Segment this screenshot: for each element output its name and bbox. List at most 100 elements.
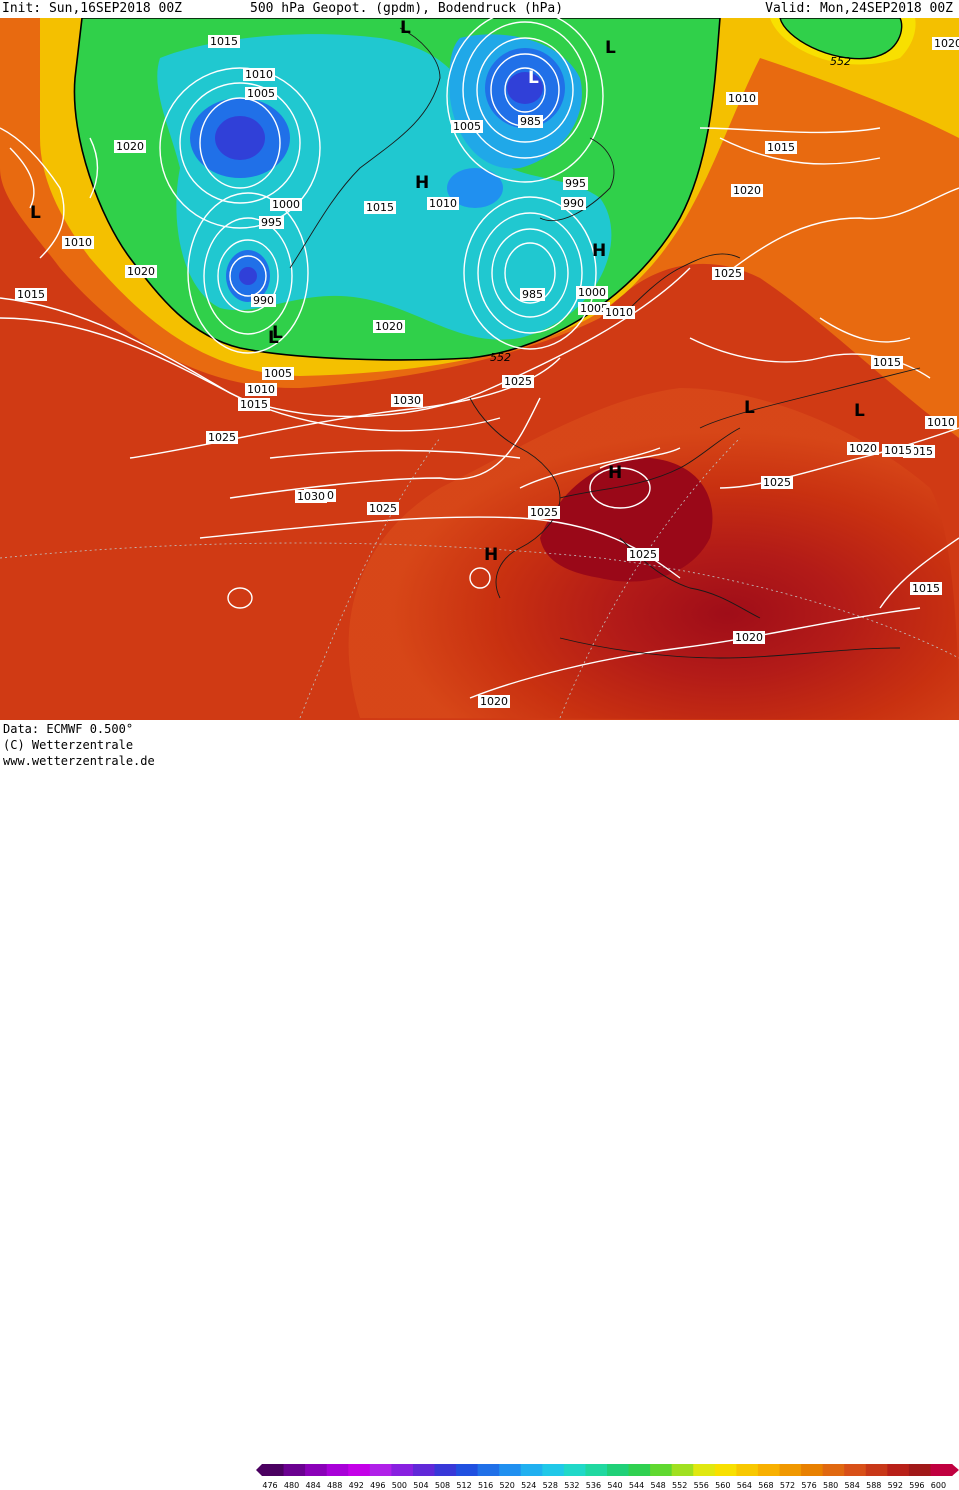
svg-text:1025: 1025: [208, 431, 236, 444]
isobar-label: 985: [520, 288, 545, 301]
colorbar-tick-label: 476: [262, 1481, 277, 1490]
green-ne: [779, 18, 903, 60]
svg-text:1015: 1015: [767, 141, 795, 154]
colorbar-tick-label: 520: [500, 1481, 515, 1490]
svg-text:1010: 1010: [429, 197, 457, 210]
low-pressure-marker: L: [268, 328, 279, 348]
colorbar-swatch: [714, 1464, 737, 1476]
colorbar-swatch: [908, 1464, 931, 1476]
colorbar-tick-label: 580: [823, 1481, 838, 1490]
colorbar-tick-label: 556: [694, 1481, 709, 1490]
colorbar-tick-label: 564: [737, 1481, 752, 1490]
colorbar-tick-label: 600: [931, 1481, 946, 1490]
isobar-label: 1020: [114, 140, 146, 153]
high-pressure-marker: H: [415, 173, 429, 193]
svg-text:985: 985: [520, 115, 541, 128]
colorbar-swatch: [542, 1464, 565, 1476]
high-pressure-marker: H: [592, 241, 606, 261]
isobar-label: 1025: [761, 476, 793, 489]
svg-text:990: 990: [563, 197, 584, 210]
svg-text:995: 995: [261, 216, 282, 229]
colorbar-swatch: [520, 1464, 543, 1476]
svg-text:1025: 1025: [629, 548, 657, 561]
colorbar-tick-label: 584: [845, 1481, 860, 1490]
colorbar-tick-label: 500: [392, 1481, 407, 1490]
isobar-label: 985: [518, 115, 543, 128]
colorbar-swatch: [844, 1464, 867, 1476]
colorbar-swatch: [671, 1464, 694, 1476]
isobar-label: 1020: [733, 631, 765, 644]
colorbar-swatch: [887, 1464, 910, 1476]
color-scale: 476 480 484 488 492 496 500 504 508 512 516 520 524 5…: [256, 1464, 959, 1490]
isobar-label: 1010: [925, 416, 957, 429]
isobar-label: 1015: [765, 141, 797, 154]
isobar-label: 1020: [373, 320, 405, 333]
colorbar-swatch: [283, 1464, 306, 1476]
map-title: 500 hPa Geopot. (gpdm), Bodendruck (hPa): [250, 1, 564, 16]
svg-text:1015: 1015: [366, 201, 394, 214]
low-pressure-marker: L: [605, 38, 616, 58]
colorbar-tick-label: 504: [413, 1481, 428, 1490]
isobar-label: 1025: [367, 502, 399, 515]
isobar-label: 1020: [478, 695, 510, 708]
colorbar-swatch: [412, 1464, 435, 1476]
isobar-label: 1005: [451, 120, 483, 133]
colorbar-swatch: [693, 1464, 716, 1476]
svg-text:1020: 1020: [116, 140, 144, 153]
svg-text:1020: 1020: [375, 320, 403, 333]
blue-core-north-inner: [507, 72, 543, 104]
isobar-label: 1020: [731, 184, 763, 197]
svg-text:990: 990: [253, 294, 274, 307]
low-pressure-marker: L: [744, 398, 755, 418]
colorbar-tick-label: 540: [607, 1481, 622, 1490]
svg-text:1020: 1020: [480, 695, 508, 708]
svg-text:1025: 1025: [504, 375, 532, 388]
colorbar-swatch: [369, 1464, 392, 1476]
isobar-label: 1025: [528, 506, 560, 519]
isobar-label: 1015: [208, 35, 240, 48]
svg-text:1020: 1020: [849, 442, 877, 455]
isobar-label: 1005: [245, 87, 277, 100]
isobar-label: 1020: [932, 37, 959, 50]
colorbar-swatch: [650, 1464, 673, 1476]
coastlines: [289, 27, 921, 659]
svg-text:1000: 1000: [272, 198, 300, 211]
init-time: Init: Sun,16SEP2018 00Z: [2, 1, 183, 16]
colorbar-tick-label: 572: [780, 1481, 795, 1490]
svg-text:1025: 1025: [369, 502, 397, 515]
isobar-label: 1000: [576, 286, 608, 299]
svg-text:995: 995: [565, 177, 586, 190]
isobar-label: 995: [259, 216, 284, 229]
svg-text:1015: 1015: [884, 444, 912, 457]
svg-text:1030: 1030: [297, 490, 325, 503]
copyright: (C) Wetterzentrale: [3, 738, 134, 752]
blue-core-mid: [447, 168, 503, 208]
svg-text:1030: 1030: [393, 394, 421, 407]
colorbar-swatch: [865, 1464, 888, 1476]
isobar-label: 1010: [603, 306, 635, 319]
isobar-label: 1030: [391, 394, 423, 407]
low-pressure-marker: L: [400, 18, 411, 38]
high-pressure-marker: H: [608, 463, 622, 483]
low-pressure-marker: L: [528, 68, 539, 88]
colorbar-tick-label: 480: [284, 1481, 299, 1490]
colorbar-swatch: [262, 1464, 285, 1476]
svg-text:1005: 1005: [580, 302, 608, 315]
colorbar-tick-label: 552: [672, 1481, 687, 1490]
svg-text:1025: 1025: [714, 267, 742, 280]
svg-text:1020: 1020: [934, 37, 959, 50]
colorbar-swatch: [477, 1464, 500, 1476]
colorbar-left-arrow: [256, 1464, 262, 1476]
isobar-label: 990: [251, 294, 276, 307]
isobar-label: 1015: [15, 288, 47, 301]
map-footer: Data: ECMWF 0.500° (C) Wetterzentrale ww…: [0, 720, 959, 1490]
colorbar-swatch: [456, 1464, 479, 1476]
isobar-label: 1025: [627, 548, 659, 561]
colorbar-tick-label: 588: [866, 1481, 881, 1490]
blue-core-west-inner: [215, 116, 265, 160]
colorbar-tick-label: 532: [564, 1481, 579, 1490]
colorbar-tick-label: 548: [650, 1481, 665, 1490]
svg-text:1015: 1015: [912, 582, 940, 595]
colorbar-tick-label: 512: [456, 1481, 471, 1490]
